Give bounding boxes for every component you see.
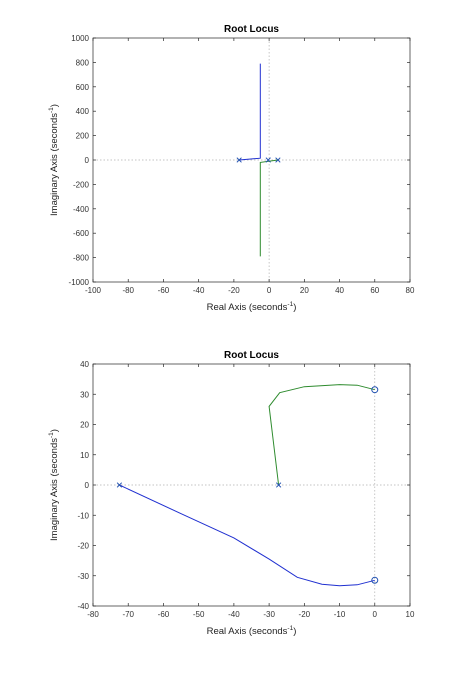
x-tick-label: 10 <box>406 610 415 619</box>
y-axis-label-text: Imaginary Axis (seconds <box>49 438 60 541</box>
y-axis-label: Imaginary Axis (seconds-1) <box>48 104 60 216</box>
y-tick-label: 600 <box>76 83 90 92</box>
y-tick-label: 800 <box>76 58 90 67</box>
y-tick-label: 0 <box>85 156 90 165</box>
x-tick-label: 0 <box>373 610 378 619</box>
y-tick-label: -1000 <box>69 278 90 287</box>
pole-stroke <box>265 157 271 163</box>
locus-branch-1 <box>119 484 375 587</box>
y-axis-label: Imaginary Axis (seconds-1) <box>48 429 60 541</box>
y-tick-label: -10 <box>77 511 89 520</box>
y-tick-label: 20 <box>80 421 89 430</box>
x-tick-label: -100 <box>85 286 102 295</box>
x-tick-label: 40 <box>335 286 344 295</box>
x-tick-label: 20 <box>300 286 309 295</box>
root-locus-plot-bottom: -80 -70 -60 -50 -40 -30 -20 -10 0 10 -40 -30 -20 -10 0… <box>48 350 415 637</box>
y-tick-label: 0 <box>85 481 90 490</box>
y-tick-label: -30 <box>77 572 89 581</box>
y-tick-label: 40 <box>80 360 89 369</box>
zero-marker <box>371 386 379 394</box>
y-axis-label-text: Imaginary Axis (seconds <box>49 113 60 216</box>
x-tick-label: -70 <box>122 610 134 619</box>
x-tick-label: -40 <box>193 286 205 295</box>
x-tick-label: -60 <box>158 610 170 619</box>
x-axis-label-text: Real Axis (seconds <box>207 626 288 637</box>
pole-marker <box>275 157 281 163</box>
y-tick-label: -400 <box>73 205 90 214</box>
x-tick-label: -50 <box>193 610 205 619</box>
y-tick-label: 30 <box>80 390 89 399</box>
y-axis-label-close: ) <box>49 429 60 432</box>
x-tick-label: 60 <box>370 286 379 295</box>
y-tick-label: 1000 <box>71 34 89 43</box>
y-tick-label: -40 <box>77 602 89 611</box>
zero-marker <box>371 576 379 584</box>
y-tick-label: -600 <box>73 229 90 238</box>
pole-marker <box>265 157 271 163</box>
pole-marker <box>275 482 282 488</box>
x-axis-label-exponent: -1 <box>287 301 293 308</box>
x-axis-label-exponent: -1 <box>287 625 293 632</box>
y-tick-label: -20 <box>77 542 89 551</box>
pole-stroke <box>275 482 282 488</box>
locus-branch-2 <box>268 384 375 486</box>
x-tick-label: -60 <box>158 286 170 295</box>
y-tick-label: 400 <box>76 107 90 116</box>
x-tick-label: -20 <box>228 286 240 295</box>
x-axis-label: Real Axis (seconds-1) <box>207 625 297 637</box>
chart-title: Root Locus <box>224 350 279 361</box>
x-tick-label: 80 <box>406 286 415 295</box>
x-tick-label: -20 <box>299 610 311 619</box>
locus-branch-1 <box>239 63 261 161</box>
y-axis-label-exponent: -1 <box>48 107 55 113</box>
y-axis-label-exponent: -1 <box>48 432 55 438</box>
y-tick-label: 200 <box>76 132 90 141</box>
pole-marker <box>116 482 123 488</box>
x-axis-label-close: ) <box>293 302 296 313</box>
root-locus-plot-top: -100 -80 -60 -40 -20 0 20 40 60 80-1000-800-600-4… <box>48 24 415 313</box>
x-tick-label: -80 <box>87 610 99 619</box>
pole-marker <box>236 157 242 163</box>
pole-stroke <box>275 157 281 163</box>
x-axis-label-close: ) <box>293 626 296 637</box>
x-tick-label: -10 <box>334 610 346 619</box>
locus-branch-2 <box>259 159 278 257</box>
y-tick-label: 10 <box>80 451 89 460</box>
pole-stroke <box>116 482 123 488</box>
x-tick-label: -80 <box>122 286 134 295</box>
y-tick-label: -200 <box>73 180 90 189</box>
x-tick-label: -30 <box>263 610 275 619</box>
x-tick-label: 0 <box>267 286 272 295</box>
x-tick-label: -40 <box>228 610 240 619</box>
y-axis-label-close: ) <box>49 104 60 107</box>
y-tick-label: -800 <box>73 254 90 263</box>
x-axis-label: Real Axis (seconds-1) <box>207 301 297 313</box>
pole-stroke <box>236 157 242 163</box>
x-axis-label-text: Real Axis (seconds <box>207 302 288 313</box>
chart-title: Root Locus <box>224 24 279 35</box>
